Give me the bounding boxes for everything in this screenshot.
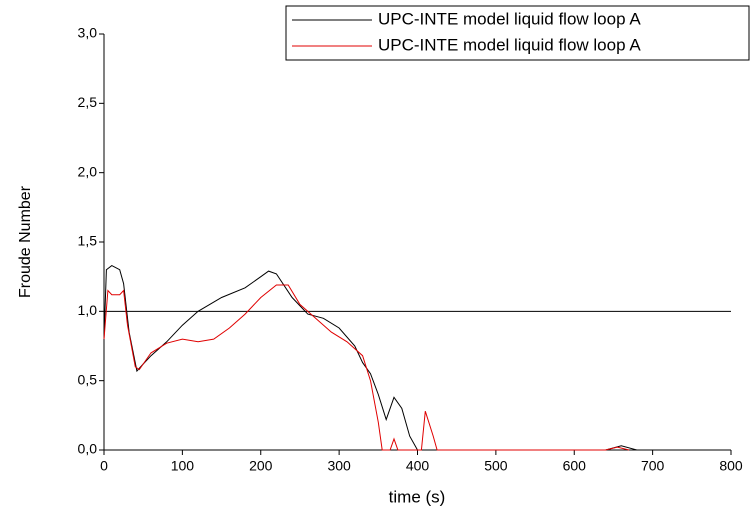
x-axis-label: time (s) xyxy=(389,487,446,506)
x-tick-label: 500 xyxy=(484,458,508,474)
x-tick-label: 0 xyxy=(100,458,108,474)
legend-label: UPC-INTE model liquid flow loop A xyxy=(378,9,641,28)
x-tick-label: 600 xyxy=(563,458,587,474)
y-tick-label: 2,0 xyxy=(78,163,98,179)
y-tick-label: 3,0 xyxy=(78,25,98,41)
y-tick-label: 1,0 xyxy=(78,302,98,318)
x-tick-label: 300 xyxy=(327,458,351,474)
legend-label: UPC-INTE model liquid flow loop A xyxy=(378,35,641,54)
x-tick-label: 100 xyxy=(171,458,195,474)
y-tick-label: 0,5 xyxy=(78,371,98,387)
x-tick-label: 400 xyxy=(406,458,430,474)
x-tick-label: 800 xyxy=(719,458,743,474)
y-tick-label: 0,0 xyxy=(78,441,98,457)
y-tick-label: 1,5 xyxy=(78,233,98,249)
series-line xyxy=(103,265,638,451)
y-axis-label: Froude Number xyxy=(17,185,34,298)
x-tick-label: 200 xyxy=(249,458,273,474)
series-line xyxy=(103,284,630,451)
legend-box xyxy=(285,5,750,61)
y-tick-label: 2,5 xyxy=(78,94,98,110)
x-tick-label: 700 xyxy=(641,458,665,474)
